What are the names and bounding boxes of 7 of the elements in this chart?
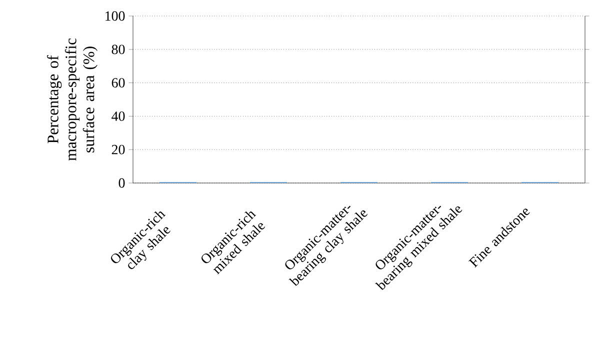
y-tick-label: 60 [112,78,125,88]
y-axis-title: Percentage of macropore-specific surface area (%) [46,38,98,161]
y-tick-label: 80 [112,44,125,54]
y-tick-label: 0 [118,178,125,188]
y-tick-label: 100 [106,11,125,21]
y-tick-label: 20 [112,144,125,154]
y-tick-label: 40 [112,111,125,121]
